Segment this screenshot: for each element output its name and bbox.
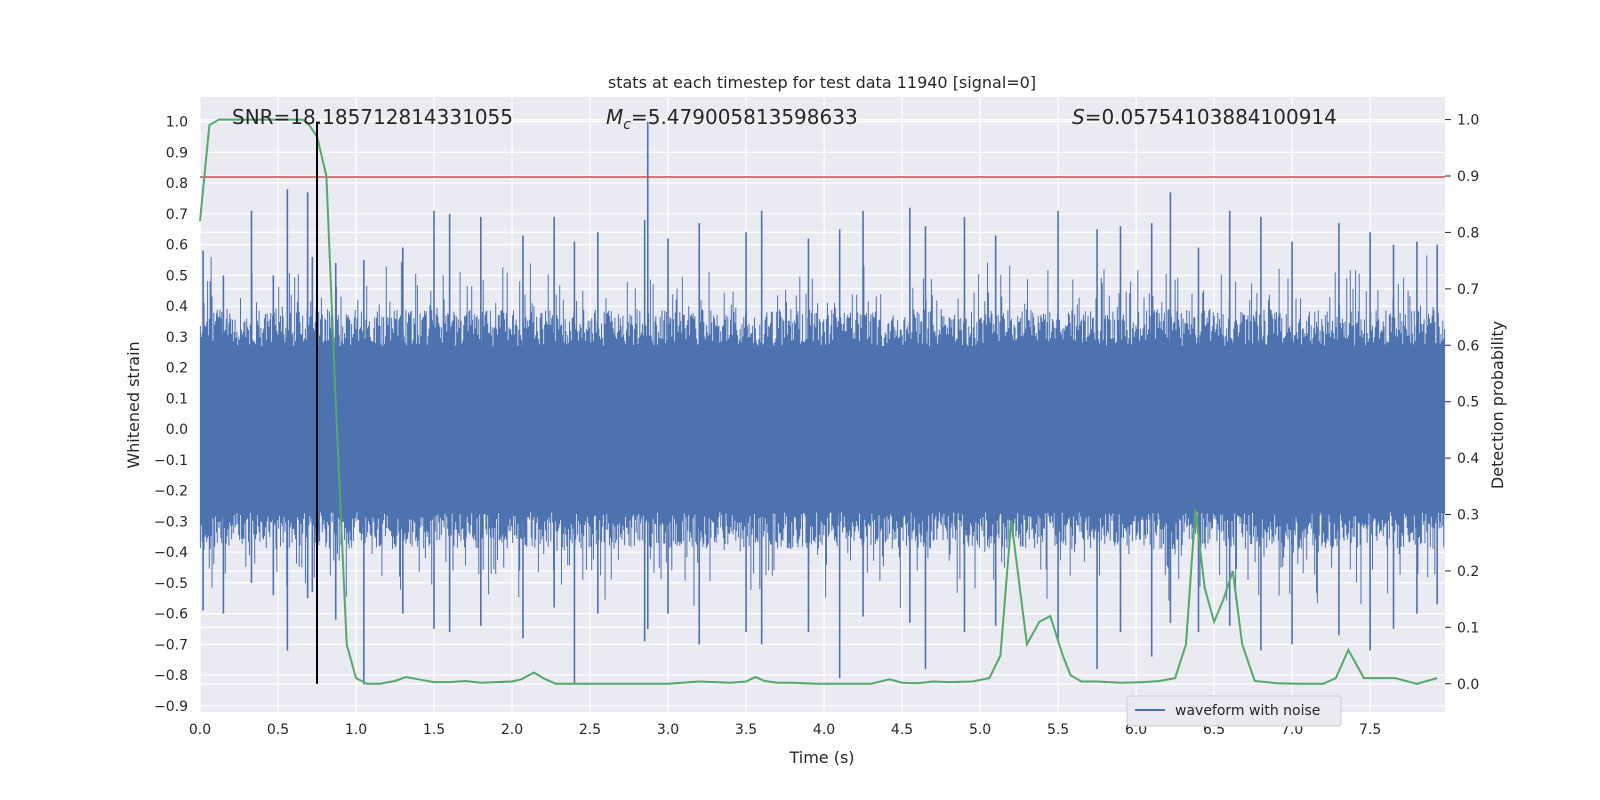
legend: waveform with noise	[1126, 695, 1342, 727]
y-tick-label: −0.3	[154, 514, 188, 530]
y-tick-label: −0.2	[154, 484, 188, 500]
x-tick-label: 2.0	[501, 722, 523, 738]
y-tick-label: 0.2	[166, 361, 188, 377]
x-tick-label: 4.5	[891, 722, 913, 738]
y-ticks: 1.0 0.9 0.8 0.7 0.6 0.5 0.4 0.3 0.2 0.1 0.0 −0.1 −0.…	[154, 115, 188, 715]
mc-annotation: Mc=5.479005813598633	[606, 105, 858, 133]
y2-tick-label: 0.9	[1457, 169, 1479, 185]
y2-tick-label: 0.4	[1457, 451, 1479, 467]
y-tick-label: 0.6	[166, 238, 188, 254]
y2-tick-label: 1.0	[1457, 113, 1479, 129]
snr-annotation: SNR=18.185712814331055	[232, 105, 513, 129]
y2-ticks: 1.0 0.9 0.8 0.7 0.6 0.5 0.4 0.3 0.2 0.1 0.0	[1445, 113, 1479, 693]
y-axis-label: Whitened strain	[124, 341, 143, 468]
y-tick-label: −0.7	[154, 637, 188, 653]
y-tick-label: −0.6	[154, 607, 188, 623]
y2-tick-label: 0.7	[1457, 282, 1479, 298]
y2-axis-label: Detection probability	[1488, 321, 1507, 489]
s-annotation-value: =0.05754103884100914	[1085, 105, 1337, 129]
x-tick-label: 0.0	[189, 722, 211, 738]
y-tick-label: 0.7	[166, 207, 188, 223]
x-tick-label: 1.5	[423, 722, 445, 738]
x-tick-label: 3.0	[657, 722, 679, 738]
x-tick-label: 1.0	[345, 722, 367, 738]
detection-probability-line	[199, 118, 1438, 685]
y-tick-label: 0.9	[166, 145, 188, 161]
y-tick-label: 0.3	[166, 330, 188, 346]
s-annotation: S=0.05754103884100914	[1072, 105, 1337, 129]
y2-tick-label: 0.2	[1457, 564, 1479, 580]
x-tick-label: 3.5	[735, 722, 757, 738]
y-tick-label: −0.4	[154, 545, 188, 561]
x-tick-label: 2.5	[579, 722, 601, 738]
y-tick-label: 1.0	[166, 115, 188, 131]
legend-label: waveform with noise	[1175, 703, 1320, 719]
x-tick-label: 0.5	[267, 722, 289, 738]
x-tick-label: 5.5	[1047, 722, 1069, 738]
y2-tick-label: 0.5	[1457, 395, 1479, 411]
y-tick-label: −0.8	[154, 668, 188, 684]
y2-tick-label: 0.1	[1457, 620, 1479, 636]
y2-tick-label: 0.0	[1457, 677, 1479, 693]
x-axis-label: Time (s)	[788, 748, 854, 767]
y2-tick-label: 0.3	[1457, 508, 1479, 524]
x-tick-label: 5.0	[969, 722, 991, 738]
y-tick-label: −0.5	[154, 576, 188, 592]
y-tick-label: −0.1	[154, 453, 188, 469]
legend-box	[1126, 695, 1342, 727]
y-tick-label: 0.8	[166, 176, 188, 192]
waveform-series	[199, 121, 1446, 685]
waveform-core	[200, 403, 1445, 460]
x-tick-label: 7.5	[1359, 722, 1381, 738]
y2-tick-label: 0.6	[1457, 338, 1479, 354]
x-tick-label: 4.0	[813, 722, 835, 738]
y-tick-label: −0.9	[154, 699, 188, 715]
y-tick-label: 0.1	[166, 391, 188, 407]
y-tick-label: 0.0	[166, 422, 188, 438]
mc-annotation-value: =5.479005813598633	[631, 105, 858, 129]
y2-tick-label: 0.8	[1457, 225, 1479, 241]
chart-title: stats at each timestep for test data 119…	[608, 73, 1036, 92]
y-tick-label: 0.4	[166, 299, 188, 315]
y-tick-label: 0.5	[166, 268, 188, 284]
